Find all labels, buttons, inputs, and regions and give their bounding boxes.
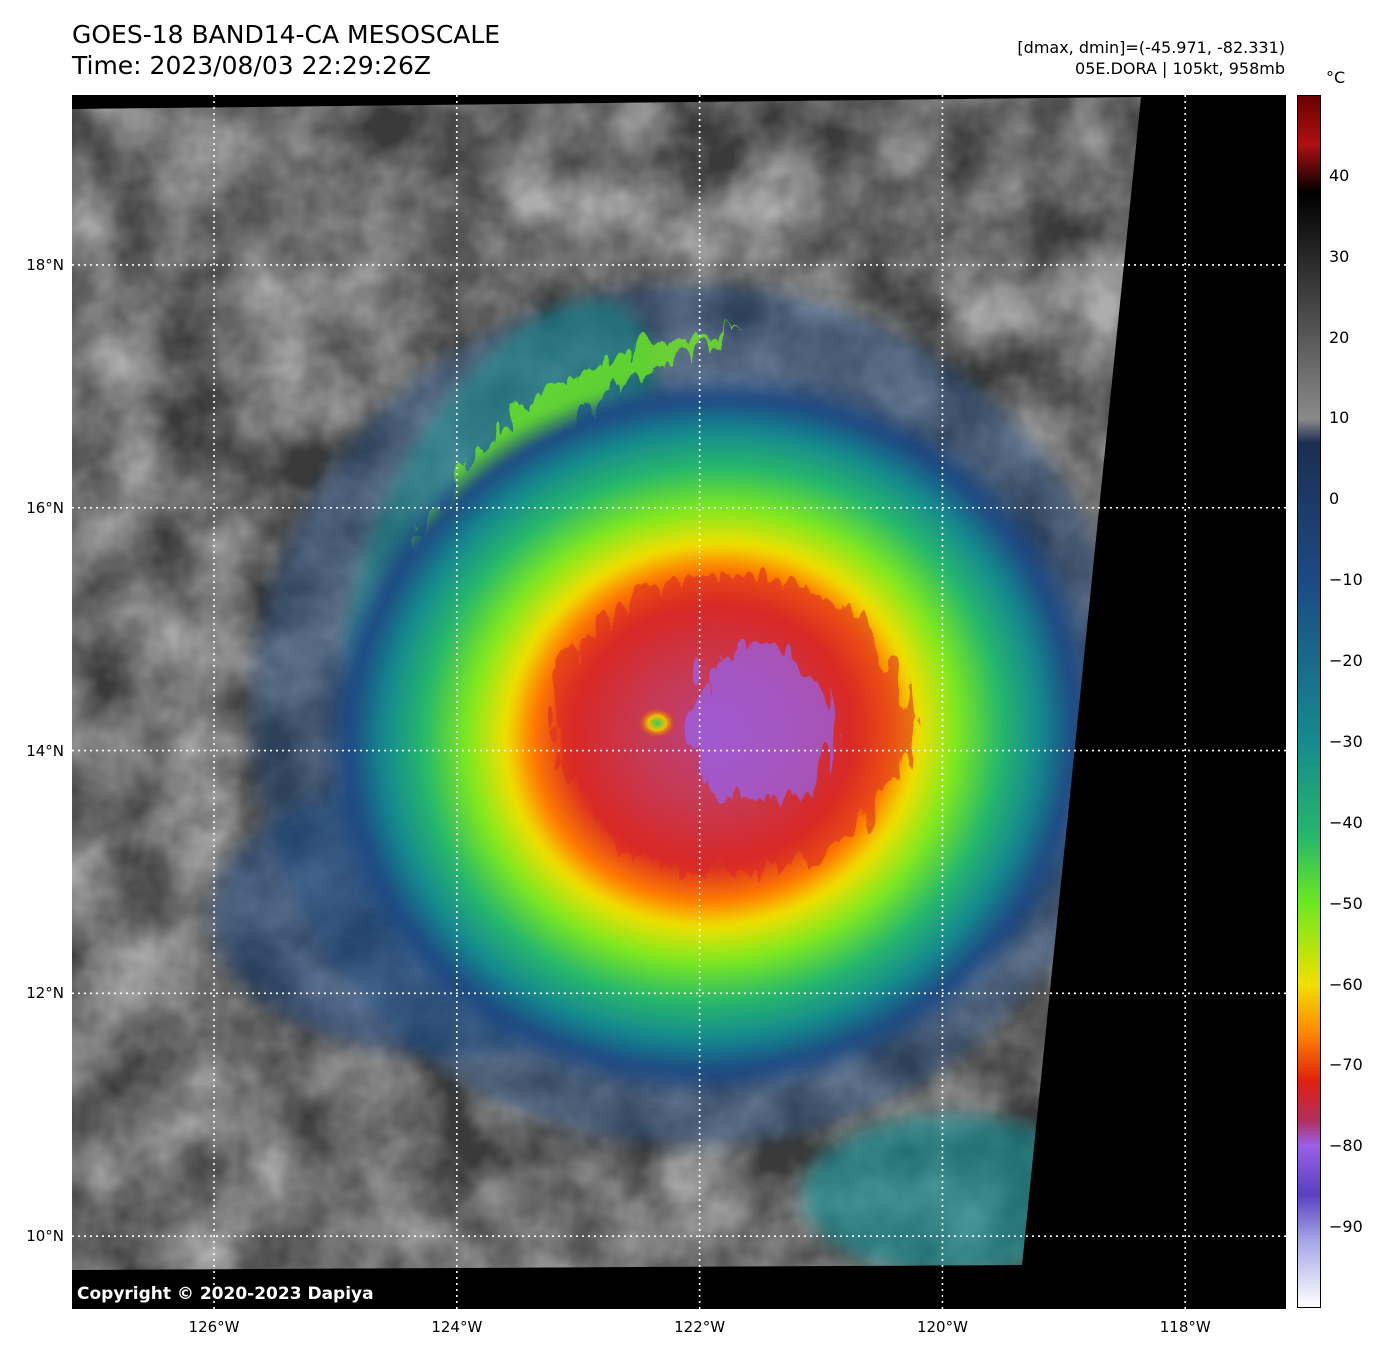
colorbar-tick-label: 20 [1329,327,1350,347]
chart-time: Time: 2023/08/03 22:29:26Z [72,51,431,80]
colorbar-tick-label: 40 [1329,165,1350,185]
colorbar-tick-label: −80 [1329,1136,1363,1156]
satellite-image [72,95,1286,1309]
storm-info-label: 05E.DORA | 105kt, 958mb [1075,59,1285,78]
satellite-map[interactable]: Copyright © 2020-2023 Dapiya [72,95,1286,1309]
lat-tick-label: 10°N [26,1227,64,1246]
colorbar-tick-label: −60 [1329,974,1363,994]
lon-tick-label: 120°W [916,1318,968,1336]
colorbar [1297,95,1321,1308]
copyright-text: Copyright © 2020-2023 Dapiya [77,1284,374,1304]
colorbar-tick-label: −20 [1329,651,1363,671]
dmax-dmin-label: [dmax, dmin]=(-45.971, -82.331) [1017,38,1285,57]
chart-title: GOES-18 BAND14-CA MESOSCALE [72,20,501,49]
colorbar-tick-label: 30 [1329,246,1350,266]
lon-tick-label: 126°W [188,1318,240,1336]
lat-tick-label: 18°N [26,255,64,274]
colorbar-tick-label: −10 [1329,570,1363,590]
colorbar-tick-label: −90 [1329,1217,1363,1237]
lon-tick-label: 122°W [674,1318,726,1336]
colorbar-tick-label: −40 [1329,812,1363,832]
lon-tick-label: 124°W [431,1318,483,1336]
colorbar-tick-label: 10 [1329,408,1350,428]
lat-tick-label: 16°N [26,498,64,517]
colorbar-unit: °C [1326,68,1346,87]
colorbar-tick-label: −30 [1329,731,1363,751]
colorbar-tick-label: −70 [1329,1055,1363,1075]
lat-tick-label: 12°N [26,984,64,1003]
colorbar-tick-label: −50 [1329,893,1363,913]
lat-tick-label: 14°N [26,741,64,760]
colorbar-tick-label: 0 [1329,489,1340,509]
lon-tick-label: 118°W [1159,1318,1211,1336]
tropical-cyclone-eye-icon [637,707,677,739]
